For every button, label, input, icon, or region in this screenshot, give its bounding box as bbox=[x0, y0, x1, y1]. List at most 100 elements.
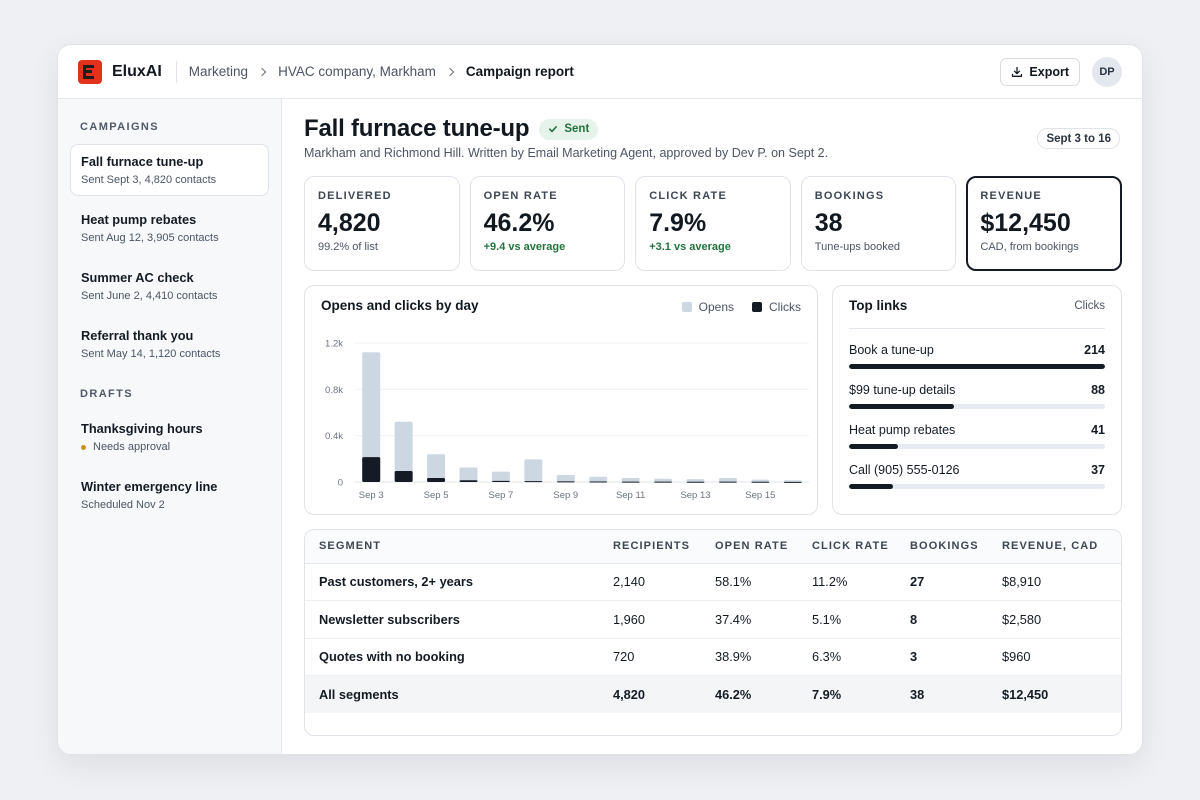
kpi-value: 7.9% bbox=[649, 209, 707, 237]
link-clicks: 88 bbox=[1091, 383, 1105, 397]
x-tick-label: Sep 15 bbox=[745, 490, 775, 501]
open-rate-cell: 58.1% bbox=[715, 563, 812, 601]
bookings-cell: 27 bbox=[910, 563, 1002, 601]
kpi-open-rate[interactable]: OPEN RATE 46.2% +9.4 vs average bbox=[469, 176, 626, 271]
campaign-title: Fall furnace tune-up bbox=[81, 154, 204, 169]
bookings-cell: 8 bbox=[910, 600, 1002, 639]
campaign-title: Summer AC check bbox=[81, 270, 194, 285]
avatar[interactable]: DP bbox=[1092, 56, 1122, 87]
kpi-click-rate[interactable]: CLICK RATE 7.9% +3.1 vs average bbox=[635, 176, 791, 271]
column-header[interactable]: REVENUE, CAD bbox=[1002, 530, 1121, 564]
x-tick-label: Sep 7 bbox=[489, 490, 514, 501]
kpi-revenue[interactable]: REVENUE $12,450 CAD, from bookings bbox=[966, 176, 1122, 271]
kpi-sub: +9.4 vs average bbox=[483, 241, 566, 253]
bar-opens bbox=[394, 421, 413, 482]
bar-clicks bbox=[427, 477, 446, 482]
breadcrumb-client[interactable]: HVAC company, Markham bbox=[278, 64, 436, 79]
kpi-delivered[interactable]: DELIVERED 4,820 99.2% of list bbox=[304, 176, 460, 271]
draft-item-thanksgiving[interactable]: Thanksgiving hours Needs approval bbox=[70, 411, 269, 463]
chevron-right-icon bbox=[445, 67, 455, 76]
check-icon bbox=[549, 126, 558, 133]
link-row[interactable]: Heat pump rebates 41 bbox=[849, 423, 1105, 449]
kpi-label: CLICK RATE bbox=[649, 190, 727, 202]
recipients-cell: 2,140 bbox=[613, 563, 715, 601]
breadcrumb-current: Campaign report bbox=[465, 64, 574, 79]
bar-opens bbox=[621, 477, 640, 482]
segment-cell: Quotes with no booking bbox=[305, 638, 613, 676]
table-row[interactable]: Newsletter subscribers 1,960 37.4% 5.1% … bbox=[305, 600, 1121, 639]
draft-item-winter[interactable]: Winter emergency line Scheduled Nov 2 bbox=[70, 469, 269, 521]
x-tick-label: Sep 5 bbox=[424, 490, 449, 501]
bar-opens bbox=[751, 479, 770, 482]
bar-opens bbox=[718, 477, 737, 482]
bar-opens bbox=[589, 476, 608, 482]
bar-opens bbox=[654, 478, 673, 482]
bar-clicks bbox=[491, 480, 510, 482]
x-tick-label: Sep 13 bbox=[680, 490, 710, 501]
table-row[interactable]: Past customers, 2+ years 2,140 58.1% 11.… bbox=[305, 563, 1121, 601]
legend-swatch-clicks bbox=[752, 302, 762, 312]
bar-opens bbox=[427, 454, 446, 482]
legend-clicks[interactable]: Clicks bbox=[752, 300, 801, 314]
table-row[interactable]: Quotes with no booking 720 38.9% 6.3% 3 … bbox=[305, 638, 1121, 676]
link-clicks: 41 bbox=[1091, 423, 1105, 437]
drafts-heading: DRAFTS bbox=[80, 388, 134, 400]
kpi-label: DELIVERED bbox=[318, 190, 392, 202]
bar-clicks bbox=[589, 481, 608, 483]
link-bar-fill bbox=[849, 484, 893, 489]
link-clicks: 37 bbox=[1091, 463, 1105, 477]
column-header[interactable]: CLICK RATE bbox=[812, 530, 910, 564]
draft-title: Winter emergency line bbox=[81, 479, 218, 494]
bar-clicks bbox=[783, 481, 802, 483]
link-row[interactable]: $99 tune-up details 88 bbox=[849, 383, 1105, 409]
kpi-label: REVENUE bbox=[980, 190, 1042, 202]
bar-opens bbox=[459, 467, 478, 482]
link-clicks: 214 bbox=[1084, 343, 1105, 357]
kpi-label: OPEN RATE bbox=[483, 190, 558, 202]
campaign-subtitle: Sent Sept 3, 4,820 contacts bbox=[81, 174, 217, 186]
draft-status: Needs approval bbox=[81, 441, 258, 453]
link-label: $99 tune-up details bbox=[849, 383, 956, 397]
kpi-sub: 99.2% of list bbox=[318, 241, 378, 253]
top-links-card: Top links Clicks Book a tune-up 214 $99 … bbox=[832, 285, 1122, 515]
bookings-cell: 3 bbox=[910, 638, 1002, 676]
kpi-bookings[interactable]: BOOKINGS 38 Tune-ups booked bbox=[800, 176, 957, 271]
recipients-cell: 4,820 bbox=[613, 675, 715, 713]
chevron-right-icon bbox=[257, 67, 267, 76]
bookings-cell: 38 bbox=[910, 675, 1002, 713]
column-header[interactable]: SEGMENT bbox=[305, 530, 613, 564]
header-divider bbox=[175, 60, 177, 83]
campaigns-heading: CAMPAIGNS bbox=[80, 121, 160, 133]
campaign-item-referral[interactable]: Referral thank you Sent May 14, 1,120 co… bbox=[70, 318, 269, 370]
top-links-title: Top links bbox=[849, 298, 908, 313]
export-button[interactable]: Export bbox=[1000, 57, 1080, 86]
column-header[interactable]: RECIPIENTS bbox=[613, 530, 715, 564]
breadcrumb-marketing[interactable]: Marketing bbox=[188, 64, 249, 79]
kpi-sub: Tune-ups booked bbox=[814, 241, 900, 253]
bar-clicks bbox=[362, 457, 381, 482]
date-range-chip[interactable]: Sept 3 to 16 bbox=[1037, 128, 1120, 149]
campaign-item-fall-furnace[interactable]: Fall furnace tune-up Sent Sept 3, 4,820 … bbox=[70, 144, 269, 196]
kpi-sub: +3.1 vs average bbox=[649, 241, 731, 253]
kpi-value: 46.2% bbox=[483, 209, 555, 237]
link-bar-fill bbox=[849, 444, 898, 449]
legend-swatch-opens bbox=[681, 302, 692, 312]
link-row[interactable]: Book a tune-up 214 bbox=[849, 343, 1105, 369]
legend-opens[interactable]: Opens bbox=[681, 300, 734, 314]
campaign-item-summer-ac[interactable]: Summer AC check Sent June 2, 4,410 conta… bbox=[70, 260, 269, 312]
kpi-label: BOOKINGS bbox=[814, 190, 885, 202]
y-tick-label: 0.4k bbox=[325, 431, 343, 442]
column-header[interactable]: OPEN RATE bbox=[715, 530, 812, 564]
recipients-cell: 1,960 bbox=[613, 600, 715, 639]
bar-clicks bbox=[394, 470, 413, 482]
bar-opens bbox=[556, 475, 575, 482]
link-row[interactable]: Call (905) 555-0126 37 bbox=[849, 463, 1105, 489]
column-header[interactable]: BOOKINGS bbox=[910, 530, 1002, 564]
bar-clicks bbox=[524, 481, 543, 483]
bar-clicks bbox=[718, 481, 737, 483]
logo-icon bbox=[78, 59, 102, 84]
bar-clicks bbox=[654, 481, 673, 483]
open-rate-cell: 38.9% bbox=[715, 638, 812, 676]
open-rate-cell: 46.2% bbox=[715, 675, 812, 713]
campaign-item-heat-pump[interactable]: Heat pump rebates Sent Aug 12, 3,905 con… bbox=[70, 202, 269, 254]
